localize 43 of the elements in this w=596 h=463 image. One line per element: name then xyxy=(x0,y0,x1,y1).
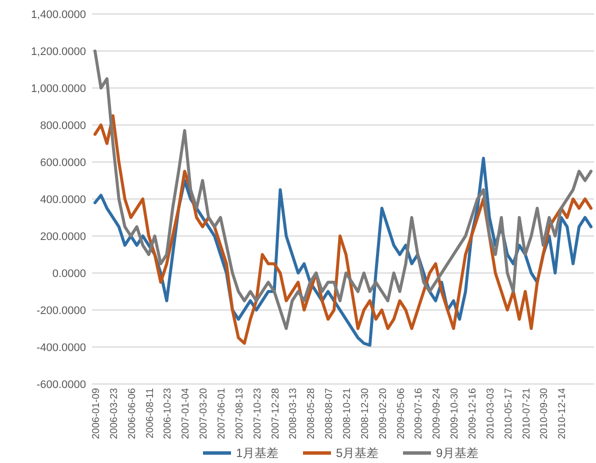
x-tick-label: 2009-10-30 xyxy=(450,388,461,440)
x-tick-label: 2008-03-13 xyxy=(288,388,300,440)
y-tick-label: -200.0000 xyxy=(36,305,86,317)
x-tick-label: 2010-09-30 xyxy=(539,388,550,440)
x-tick-label: 2007-08-13 xyxy=(234,388,246,440)
x-tick-label: 2010-05-17 xyxy=(503,388,514,440)
x-tick-label: 2008-10-21 xyxy=(342,388,353,440)
x-tick-label: 2007-06-01 xyxy=(216,388,228,440)
x-tick-label: 2006-06-06 xyxy=(126,388,138,440)
x-tick-label: 2010-12-14 xyxy=(557,388,568,440)
y-tick-label: 200.0000 xyxy=(40,231,86,243)
x-tick-label: 2009-07-16 xyxy=(414,388,425,440)
legend-label: 5月基差 xyxy=(336,446,379,460)
x-tick-label: 2009-09-24 xyxy=(432,388,443,440)
x-tick-label: 2009-12-16 xyxy=(467,388,478,440)
x-tick-label: 2007-10-23 xyxy=(252,388,264,440)
y-tick-label: 600.0000 xyxy=(40,157,86,169)
x-tick-label: 2006-08-11 xyxy=(144,388,156,438)
y-tick-label: 400.0000 xyxy=(40,194,86,206)
y-tick-label: 800.0000 xyxy=(40,120,86,132)
x-tick-label: 2008-12-30 xyxy=(360,388,371,440)
x-tick-label: 2006-01-09 xyxy=(90,388,102,440)
line-series xyxy=(93,114,593,345)
y-tick-label: -600.0000 xyxy=(36,379,86,391)
legend-label: 1月基差 xyxy=(236,446,279,460)
x-tick-label: 2008-08-07 xyxy=(324,388,336,440)
x-tick-label: 2010-07-21 xyxy=(521,388,532,440)
x-tick-label: 2008-05-28 xyxy=(306,388,318,440)
y-tick-label: 1,400.0000 xyxy=(30,9,86,21)
x-tick-label: 2007-01-04 xyxy=(180,388,192,440)
x-tick-label: 2010-03-03 xyxy=(485,388,496,440)
x-tick-label: 2009-02-20 xyxy=(378,388,389,440)
y-tick-label: -400.0000 xyxy=(36,342,86,354)
line-series xyxy=(93,50,593,330)
x-tick-label: 2007-12-28 xyxy=(270,388,282,440)
legend-label: 9月基差 xyxy=(436,446,479,460)
x-tick-label: 2007-03-20 xyxy=(198,388,210,440)
x-tick-label: 2006-03-23 xyxy=(108,388,120,440)
y-tick-label: 1,000.0000 xyxy=(30,83,86,95)
x-tick-label: 2009-05-06 xyxy=(396,388,407,440)
y-tick-label: 1,200.0000 xyxy=(30,46,86,58)
y-tick-label: 0.0000 xyxy=(52,268,86,280)
x-tick-label: 2006-10-23 xyxy=(162,388,174,440)
